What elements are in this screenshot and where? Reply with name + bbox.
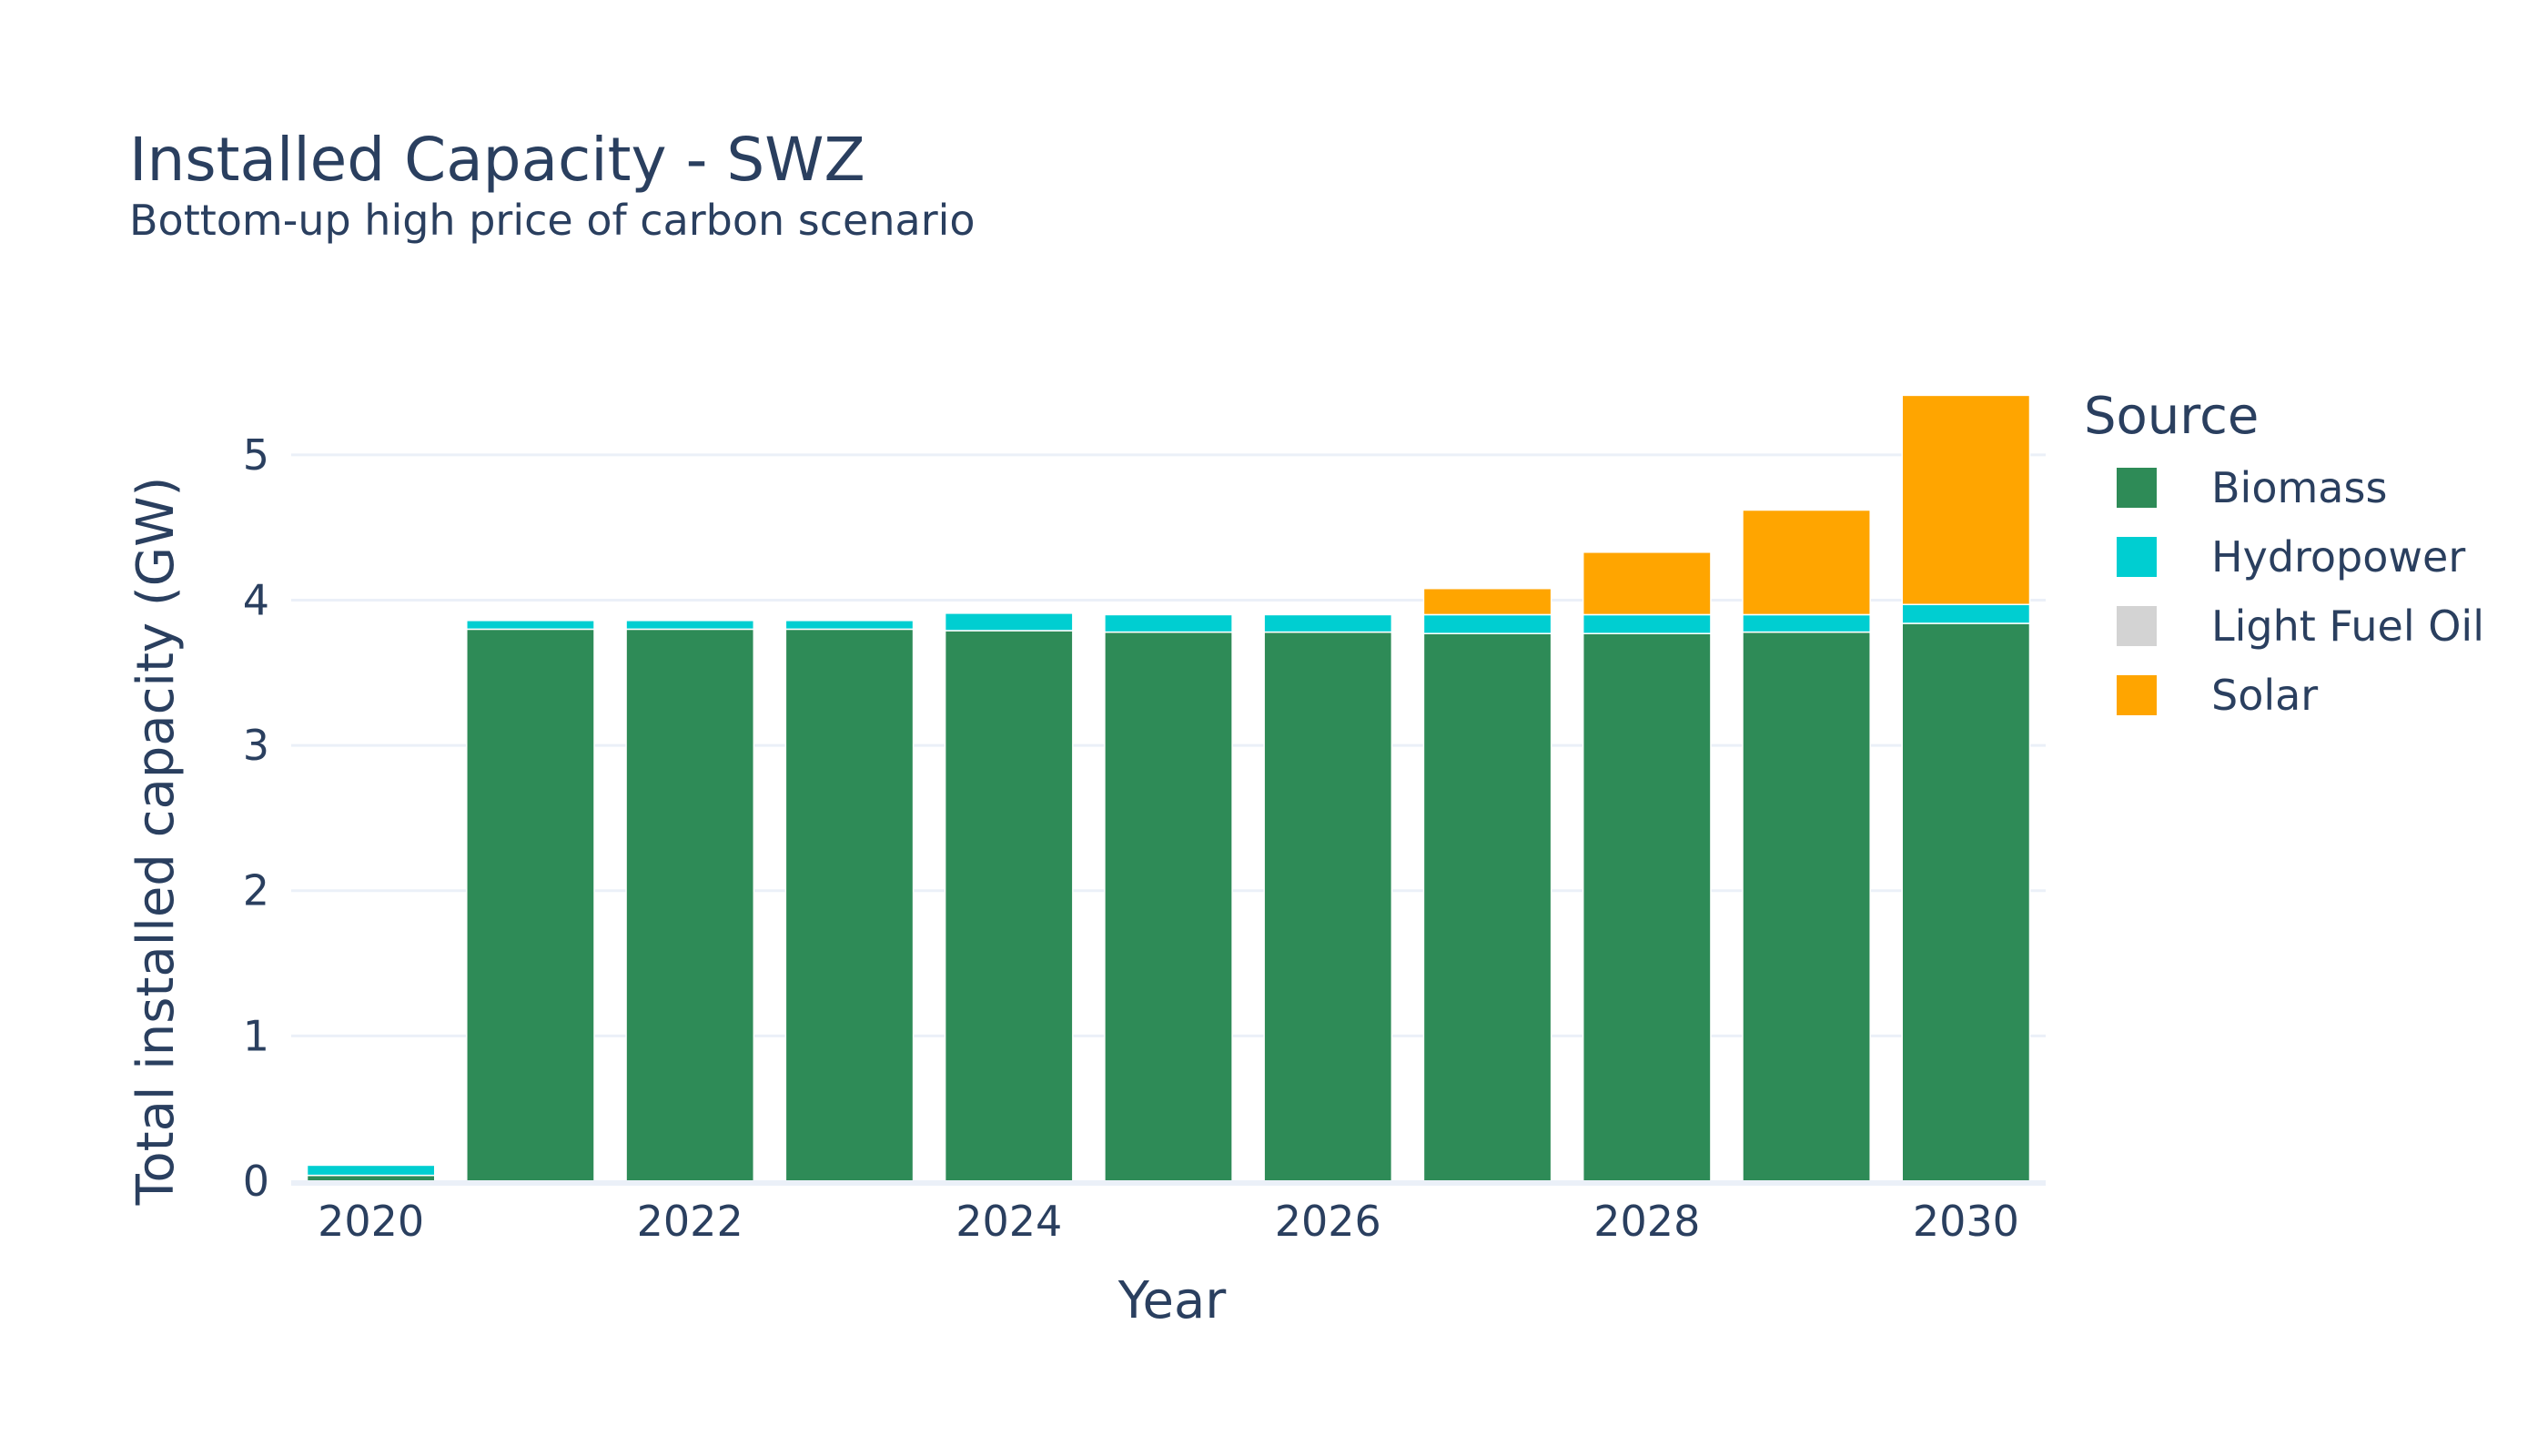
bar-segment xyxy=(1422,632,1552,1182)
y-tick-label: 4 xyxy=(243,575,269,624)
legend-swatch[interactable] xyxy=(2117,537,2157,577)
x-tick-label: 2024 xyxy=(956,1197,1062,1246)
bar-segment xyxy=(306,1164,436,1177)
legend-swatch[interactable] xyxy=(2117,675,2157,715)
y-axis-label: Total installed capacity (GW) xyxy=(126,477,186,1207)
bar-segment xyxy=(944,612,1074,632)
bar-segment xyxy=(1901,622,2031,1182)
bar-segment xyxy=(1901,603,2031,624)
bar-segment xyxy=(1742,509,1871,616)
bar-segment xyxy=(625,620,755,631)
bar-segment xyxy=(1742,631,1871,1182)
bar-segment xyxy=(625,628,755,1182)
bar-segment xyxy=(1263,613,1393,633)
legend-label[interactable]: Biomass xyxy=(2211,463,2387,512)
y-tick-label: 5 xyxy=(243,430,269,480)
bar-segment xyxy=(1104,631,1233,1182)
bar-segment xyxy=(1901,394,2031,606)
x-tick-label: 2030 xyxy=(1913,1197,2019,1246)
x-axis-ticks: 2020 2022 2024 2026 2028 2030 xyxy=(318,1197,2019,1246)
bar-segment xyxy=(1582,613,1712,634)
y-axis-ticks: 0 1 2 3 4 5 xyxy=(243,430,269,1206)
x-tick-label: 2026 xyxy=(1275,1197,1381,1246)
bar-segment xyxy=(1742,613,1871,633)
y-tick-label: 0 xyxy=(243,1157,269,1206)
chart-title: Installed Capacity - SWZ xyxy=(129,125,865,195)
bars xyxy=(306,394,2031,1182)
x-tick-label: 2020 xyxy=(318,1197,424,1246)
bar-segment xyxy=(944,630,1074,1182)
bar-segment xyxy=(784,628,915,1182)
y-tick-label: 2 xyxy=(243,866,269,915)
bar-segment xyxy=(1104,613,1233,633)
bar-segment xyxy=(466,628,595,1182)
bar-segment xyxy=(784,620,915,631)
legend: Source Biomass Hydropower Light Fuel Oil So… xyxy=(2084,387,2484,720)
bar-segment xyxy=(1422,613,1552,634)
bar-segment xyxy=(1582,632,1712,1182)
legend-swatch[interactable] xyxy=(2117,606,2157,646)
legend-swatch[interactable] xyxy=(2117,468,2157,508)
legend-title: Source xyxy=(2084,387,2259,446)
x-tick-label: 2028 xyxy=(1593,1197,1700,1246)
x-axis-label: Year xyxy=(1117,1271,1228,1330)
chart-subtitle: Bottom-up high price of carbon scenario xyxy=(129,196,976,245)
bar-segment xyxy=(1582,551,1712,616)
legend-label[interactable]: Light Fuel Oil xyxy=(2211,602,2484,651)
bar-segment xyxy=(1263,631,1393,1182)
legend-label[interactable]: Hydropower xyxy=(2211,532,2465,581)
y-tick-label: 3 xyxy=(243,721,269,770)
bar-segment xyxy=(1422,587,1552,616)
y-tick-label: 1 xyxy=(243,1011,269,1060)
legend-label[interactable]: Solar xyxy=(2211,671,2318,720)
bar-segment xyxy=(466,620,595,631)
x-tick-label: 2022 xyxy=(637,1197,743,1246)
